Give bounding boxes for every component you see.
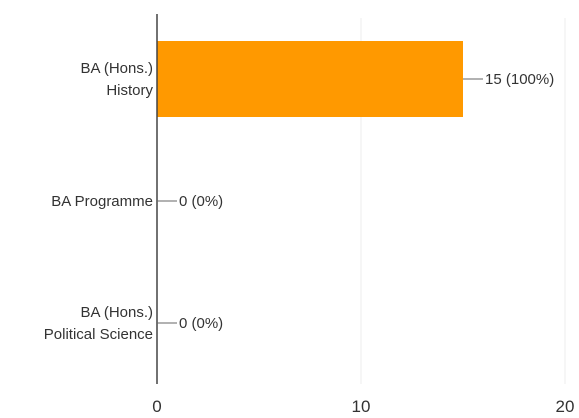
category-label-1: BA Programme xyxy=(51,193,153,210)
data-label-1: 0 (0%) xyxy=(179,193,223,210)
data-label-2: 0 (0%) xyxy=(179,315,223,332)
x-tick-label-20: 20 xyxy=(556,397,575,416)
category-label-2: BA (Hons.) Political Science xyxy=(44,304,153,343)
x-tick-label-10: 10 xyxy=(352,397,371,416)
category-label-line: BA (Hons.) xyxy=(80,60,153,77)
category-label-line: BA (Hons.) xyxy=(80,304,153,321)
x-tick-label-0: 0 xyxy=(152,397,161,416)
bar-0 xyxy=(157,41,463,117)
bars xyxy=(157,41,463,117)
category-label-line: History xyxy=(106,82,153,99)
data-label-0: 15 (100%) xyxy=(485,71,554,88)
category-label-line: Political Science xyxy=(44,326,153,343)
category-label-0: BA (Hons.) History xyxy=(80,60,153,99)
labels: 0 10 20 BA (Hons.) History 15 (100%) BA Progra… xyxy=(44,60,575,416)
category-label-line: BA Programme xyxy=(51,193,153,210)
